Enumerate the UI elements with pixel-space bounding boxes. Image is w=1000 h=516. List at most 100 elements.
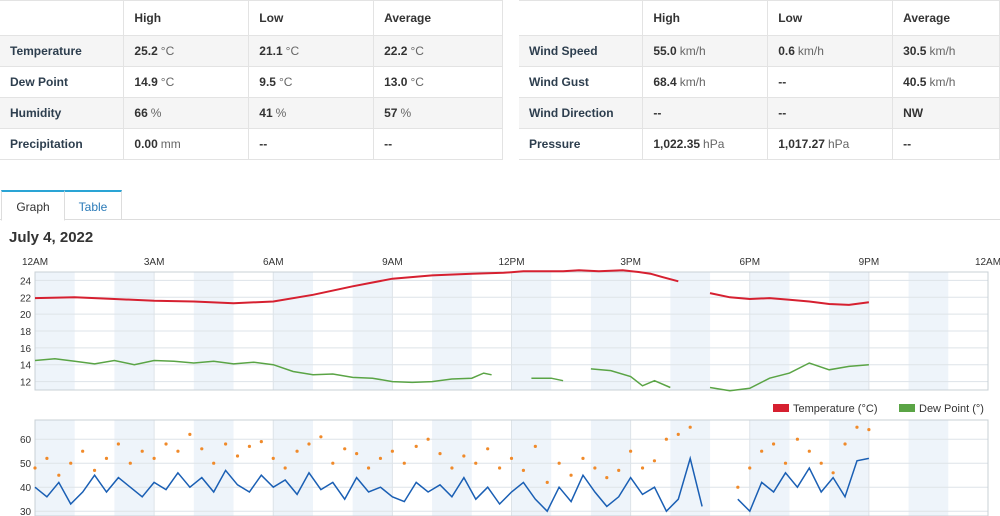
header-high: High: [123, 0, 250, 36]
wind-gust-point: [557, 461, 561, 465]
wind-gust-point: [116, 442, 120, 446]
average-value: 13.0: [384, 75, 408, 89]
tab-graph[interactable]: Graph: [1, 190, 65, 221]
wind-gust-point: [319, 435, 323, 439]
wind-gust-point: [128, 461, 132, 465]
table-row: Wind Gust 68.4 km/h -- 40.5 km/h: [519, 66, 1000, 98]
wind-gust-point: [366, 466, 371, 470]
high-value: 0.00: [134, 137, 158, 151]
summary-table-temperature: High Low Average Temperature 25.2 °C 21.1…: [0, 0, 503, 160]
row-label: Wind Direction: [519, 97, 644, 129]
wind-gust-point: [152, 456, 156, 460]
hour-band: [829, 420, 869, 516]
y-tick-label: 14: [20, 361, 32, 372]
average-value: 22.2: [384, 44, 408, 58]
wind-gust-point: [783, 461, 788, 465]
high-value: --: [653, 106, 662, 120]
high-unit: mm: [160, 137, 181, 151]
wind-gust-point: [81, 449, 85, 453]
low-value: 21.1: [259, 44, 283, 58]
wind-gust-point: [581, 456, 585, 460]
wind-gust-point: [45, 456, 49, 460]
wind-gust-point: [402, 461, 406, 465]
wind-gust-point: [307, 442, 311, 446]
wind-gust-point: [795, 437, 800, 441]
wind-gust-point: [652, 459, 657, 463]
header-average: Average: [892, 0, 1000, 36]
wind-gust-point: [212, 461, 216, 465]
wind-gust-point: [438, 452, 442, 456]
hour-band: [749, 420, 790, 516]
average-value: 57: [384, 106, 398, 120]
table-row: Precipitation 0.00 mm -- --: [0, 128, 503, 160]
table-row: Pressure 1,022.35 hPa 1,017.27 hPa --: [519, 128, 1000, 160]
temperature-line: [34, 269, 870, 306]
low-value: 41: [259, 106, 273, 120]
wind-gust-point: [343, 447, 347, 451]
average-unit: °C: [410, 75, 424, 89]
wind-gust-point: [104, 456, 109, 460]
hour-band: [908, 420, 949, 516]
x-tick-label: 12AM: [22, 257, 48, 268]
table-row: Temperature 25.2 °C 21.1 °C 22.2 °C: [0, 35, 503, 67]
x-tick-label: 6PM: [739, 257, 760, 268]
hour-band: [114, 420, 155, 516]
high-value: 66: [134, 106, 148, 120]
low-unit: °C: [278, 75, 293, 89]
wind-gust-point: [57, 473, 61, 477]
legend-swatch-temperature: [773, 404, 789, 412]
x-tick-label: 3PM: [620, 257, 641, 268]
wind-gust-point: [176, 449, 180, 453]
wind-gust-point: [867, 428, 871, 432]
low-value: --: [778, 75, 787, 89]
average-unit: %: [400, 106, 412, 120]
dew-point-line: [34, 358, 869, 392]
wind-gust-point: [831, 471, 835, 475]
wind-gust-point: [688, 425, 692, 429]
wind-gust-point: [235, 454, 240, 458]
average-value: 40.5: [903, 75, 927, 89]
hour-band: [352, 420, 393, 516]
high-value: 68.4: [653, 75, 677, 89]
wind-gust-point: [33, 466, 37, 470]
hour-band: [590, 420, 631, 516]
wind-gust-point: [474, 461, 478, 465]
x-tick-label: 3AM: [144, 257, 165, 268]
legend-swatch-dew-point: [899, 404, 915, 412]
low-unit: hPa: [827, 137, 850, 151]
wind-gust-point: [426, 437, 430, 441]
wind-gust-point: [521, 468, 526, 472]
wind-gust-point: [390, 449, 394, 453]
wind-gust-point: [664, 437, 668, 441]
weather-charts: 12 14 16 18 20 22 24 12AM 3AM 6AM 9AM 12PM 3PM 6PM 9PM…: [20, 257, 1000, 516]
high-unit: °C: [160, 44, 175, 58]
wind-gust-point: [378, 456, 383, 460]
wind-gust-point: [331, 461, 335, 465]
wind-gust-point: [855, 425, 859, 429]
header-high: High: [642, 0, 769, 36]
average-value: NW: [903, 106, 924, 120]
y-tick-label: 12: [20, 378, 32, 389]
wind-gust-point: [486, 447, 490, 451]
wind-gust-point: [676, 432, 680, 436]
y-tick-label: 30: [20, 507, 32, 516]
high-value: 14.9: [134, 75, 158, 89]
y-tick-label: 20: [20, 310, 32, 321]
low-value: --: [259, 137, 268, 151]
header-low: Low: [767, 0, 894, 36]
wind-gust-point: [771, 442, 776, 446]
table-row: Wind Speed 55.0 km/h 0.6 km/h 30.5 km/h: [519, 35, 1000, 67]
table-row: Humidity 66% 41% 57%: [0, 97, 503, 129]
hour-band: [511, 420, 552, 516]
tab-table[interactable]: Table: [65, 190, 122, 220]
wind-gust-point: [355, 452, 359, 456]
wind-gust-point: [807, 449, 811, 453]
wind-gust-point: [224, 442, 228, 446]
y-tick-label: 60: [20, 435, 32, 446]
high-value: 55.0: [653, 44, 677, 58]
low-unit: %: [275, 106, 287, 120]
x-tick-label: 9AM: [382, 257, 403, 268]
low-value: --: [778, 106, 787, 120]
wind-gust-point: [545, 480, 549, 484]
x-tick-label: 12PM: [498, 257, 524, 268]
